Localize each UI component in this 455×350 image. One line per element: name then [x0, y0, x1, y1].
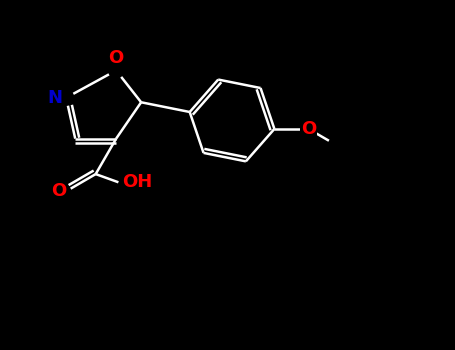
Text: O: O	[301, 120, 316, 138]
Text: OH: OH	[122, 173, 152, 191]
Text: O: O	[108, 49, 124, 67]
Text: N: N	[47, 89, 62, 107]
Text: O: O	[51, 182, 66, 200]
